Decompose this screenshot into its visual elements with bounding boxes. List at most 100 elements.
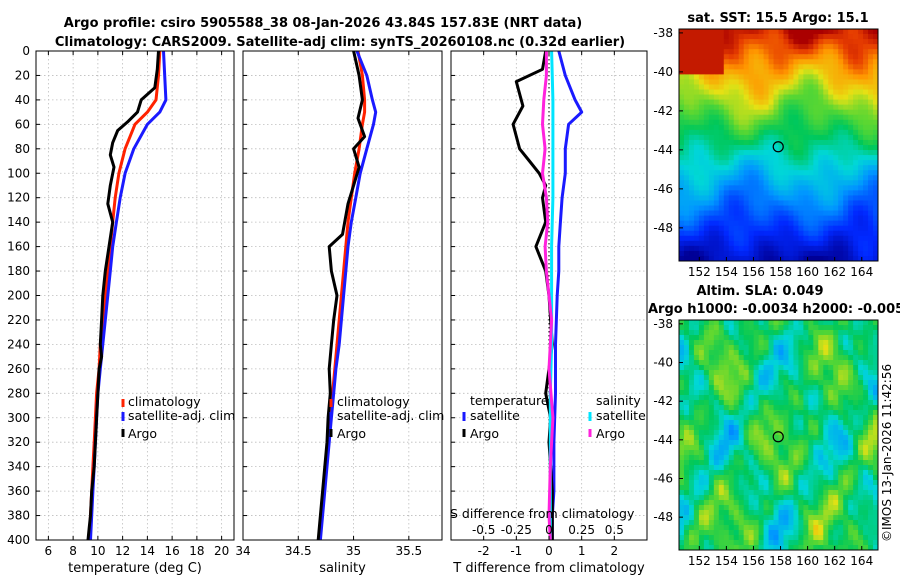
map-cell <box>708 445 715 451</box>
map-cell <box>828 545 834 550</box>
map-cell <box>679 420 685 426</box>
map-cell <box>703 170 710 176</box>
map-cell <box>703 69 710 75</box>
map-cell <box>703 180 710 186</box>
map-cell <box>683 430 690 436</box>
map-cell <box>803 74 809 81</box>
map-cell <box>708 420 715 426</box>
map-cell <box>858 79 864 86</box>
map-cell <box>863 405 869 411</box>
map-cell <box>838 235 844 242</box>
map-cell <box>818 505 824 511</box>
map-cell <box>753 325 760 331</box>
map-cell <box>803 365 809 371</box>
map-cell <box>778 145 785 151</box>
map-cell <box>723 490 730 496</box>
map-cell <box>703 405 710 411</box>
map-cell <box>823 485 829 491</box>
map-cell <box>748 134 755 141</box>
map-cell <box>713 320 720 326</box>
map-cell <box>838 535 844 541</box>
map-cell <box>768 119 775 126</box>
map-cell <box>753 455 760 461</box>
map-cell <box>723 79 730 86</box>
map-cell <box>863 420 869 426</box>
map-cell <box>858 74 864 81</box>
map-cell <box>698 385 705 391</box>
map-cell <box>738 485 745 491</box>
map-cell <box>683 235 690 242</box>
map-cell <box>833 245 839 252</box>
map-cell <box>718 450 725 456</box>
map-cell <box>813 160 819 166</box>
map-cell <box>758 445 765 451</box>
map-cell <box>723 165 730 171</box>
map-cell <box>708 79 715 86</box>
map-cell <box>823 500 829 506</box>
map-cell <box>813 129 819 136</box>
map-cell <box>713 180 720 186</box>
map-cell <box>723 175 730 181</box>
map-cell <box>873 69 878 75</box>
x-tick-label: 34 <box>235 544 250 558</box>
map-cell <box>808 220 814 227</box>
map-cell <box>853 415 859 421</box>
map-cell <box>693 510 700 516</box>
map-cell <box>823 495 829 501</box>
map-cell <box>743 425 750 431</box>
map-cell <box>853 190 859 197</box>
map-cell <box>853 340 859 346</box>
map-cell <box>753 475 760 481</box>
map-cell <box>703 340 710 346</box>
map-cell <box>838 340 844 346</box>
map-cell <box>838 540 844 546</box>
map-cell <box>798 195 804 202</box>
map-cell <box>713 94 720 101</box>
map-cell <box>748 325 755 331</box>
map-cell <box>748 59 755 65</box>
map-cell <box>873 500 878 506</box>
map-cell <box>738 330 745 336</box>
map-cell <box>723 210 730 217</box>
map-cell <box>813 99 819 106</box>
map-cell <box>853 540 859 546</box>
map-cell <box>858 530 864 536</box>
map-cell <box>858 520 864 526</box>
map-cell <box>688 390 695 396</box>
map-cell <box>848 150 854 156</box>
map-cell <box>863 390 869 396</box>
map-cell <box>693 129 700 136</box>
map-cell <box>838 365 844 371</box>
map-cell <box>728 350 735 356</box>
map-cell <box>708 505 715 511</box>
map-cell <box>873 99 878 106</box>
map-cell <box>688 380 695 386</box>
map-cell <box>828 435 834 441</box>
map-cell <box>753 215 760 222</box>
map-cell <box>808 145 814 151</box>
map-cell <box>813 49 819 55</box>
map-cell <box>693 64 700 70</box>
map-cell <box>848 255 854 261</box>
map-cell <box>778 535 785 541</box>
map-cell <box>818 395 824 401</box>
map-cell <box>738 39 745 45</box>
map-cell <box>758 540 765 546</box>
map-cell <box>798 375 804 381</box>
map-cell <box>843 200 849 207</box>
map-cell <box>813 320 819 326</box>
map-cell <box>823 29 829 35</box>
map-cell <box>848 520 854 526</box>
map-cell <box>808 185 814 191</box>
s-tick-label: -0.5 <box>472 523 495 537</box>
map-cell <box>838 114 844 121</box>
map-cell <box>808 545 814 550</box>
map-cell <box>868 170 874 176</box>
map-cell <box>728 380 735 386</box>
map-cell <box>858 460 864 466</box>
map-cell <box>788 360 795 366</box>
map-cell <box>858 64 864 70</box>
map-cell <box>753 114 760 121</box>
map-cell <box>728 365 735 371</box>
map-cell <box>858 215 864 222</box>
